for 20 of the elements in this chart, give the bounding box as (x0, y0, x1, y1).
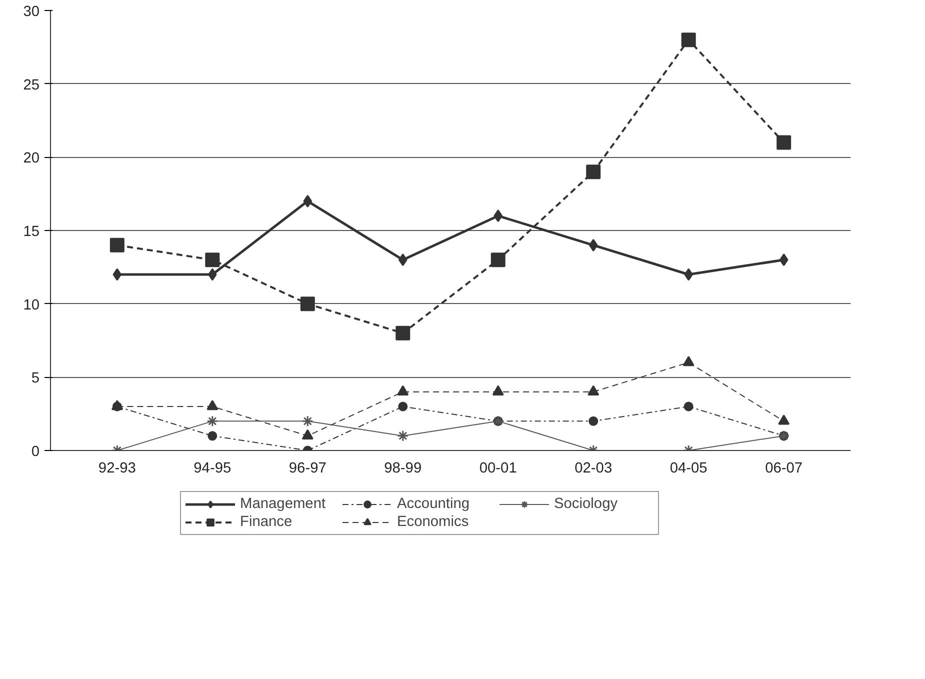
x-tick-label: 96-97 (288, 460, 326, 476)
x-tick-label: 06-07 (765, 460, 803, 476)
legend-label: Economics (397, 514, 470, 530)
x-tick-label: 04-05 (670, 460, 708, 476)
legend-label: Finance (240, 514, 294, 530)
y-tick-label: 15 (23, 224, 40, 240)
x-tick-label: 02-03 (574, 460, 612, 476)
x-tick-label: 92-93 (98, 460, 136, 476)
x-tick-label: 00-01 (479, 460, 517, 476)
y-tick-label: 20 (23, 150, 40, 167)
y-tick-label: 0 (31, 444, 40, 460)
y-tick-label: 5 (31, 370, 40, 387)
y-tick-label: 30 (23, 4, 40, 20)
legend-label: Management (240, 496, 327, 512)
legend-label: Sociology (554, 496, 619, 512)
x-tick-label: 94-95 (194, 460, 232, 476)
legend-label: Accounting (397, 496, 471, 512)
x-tick-label: 98-99 (384, 460, 422, 476)
y-tick-label: 10 (23, 297, 40, 314)
y-tick-label: 25 (23, 77, 40, 94)
